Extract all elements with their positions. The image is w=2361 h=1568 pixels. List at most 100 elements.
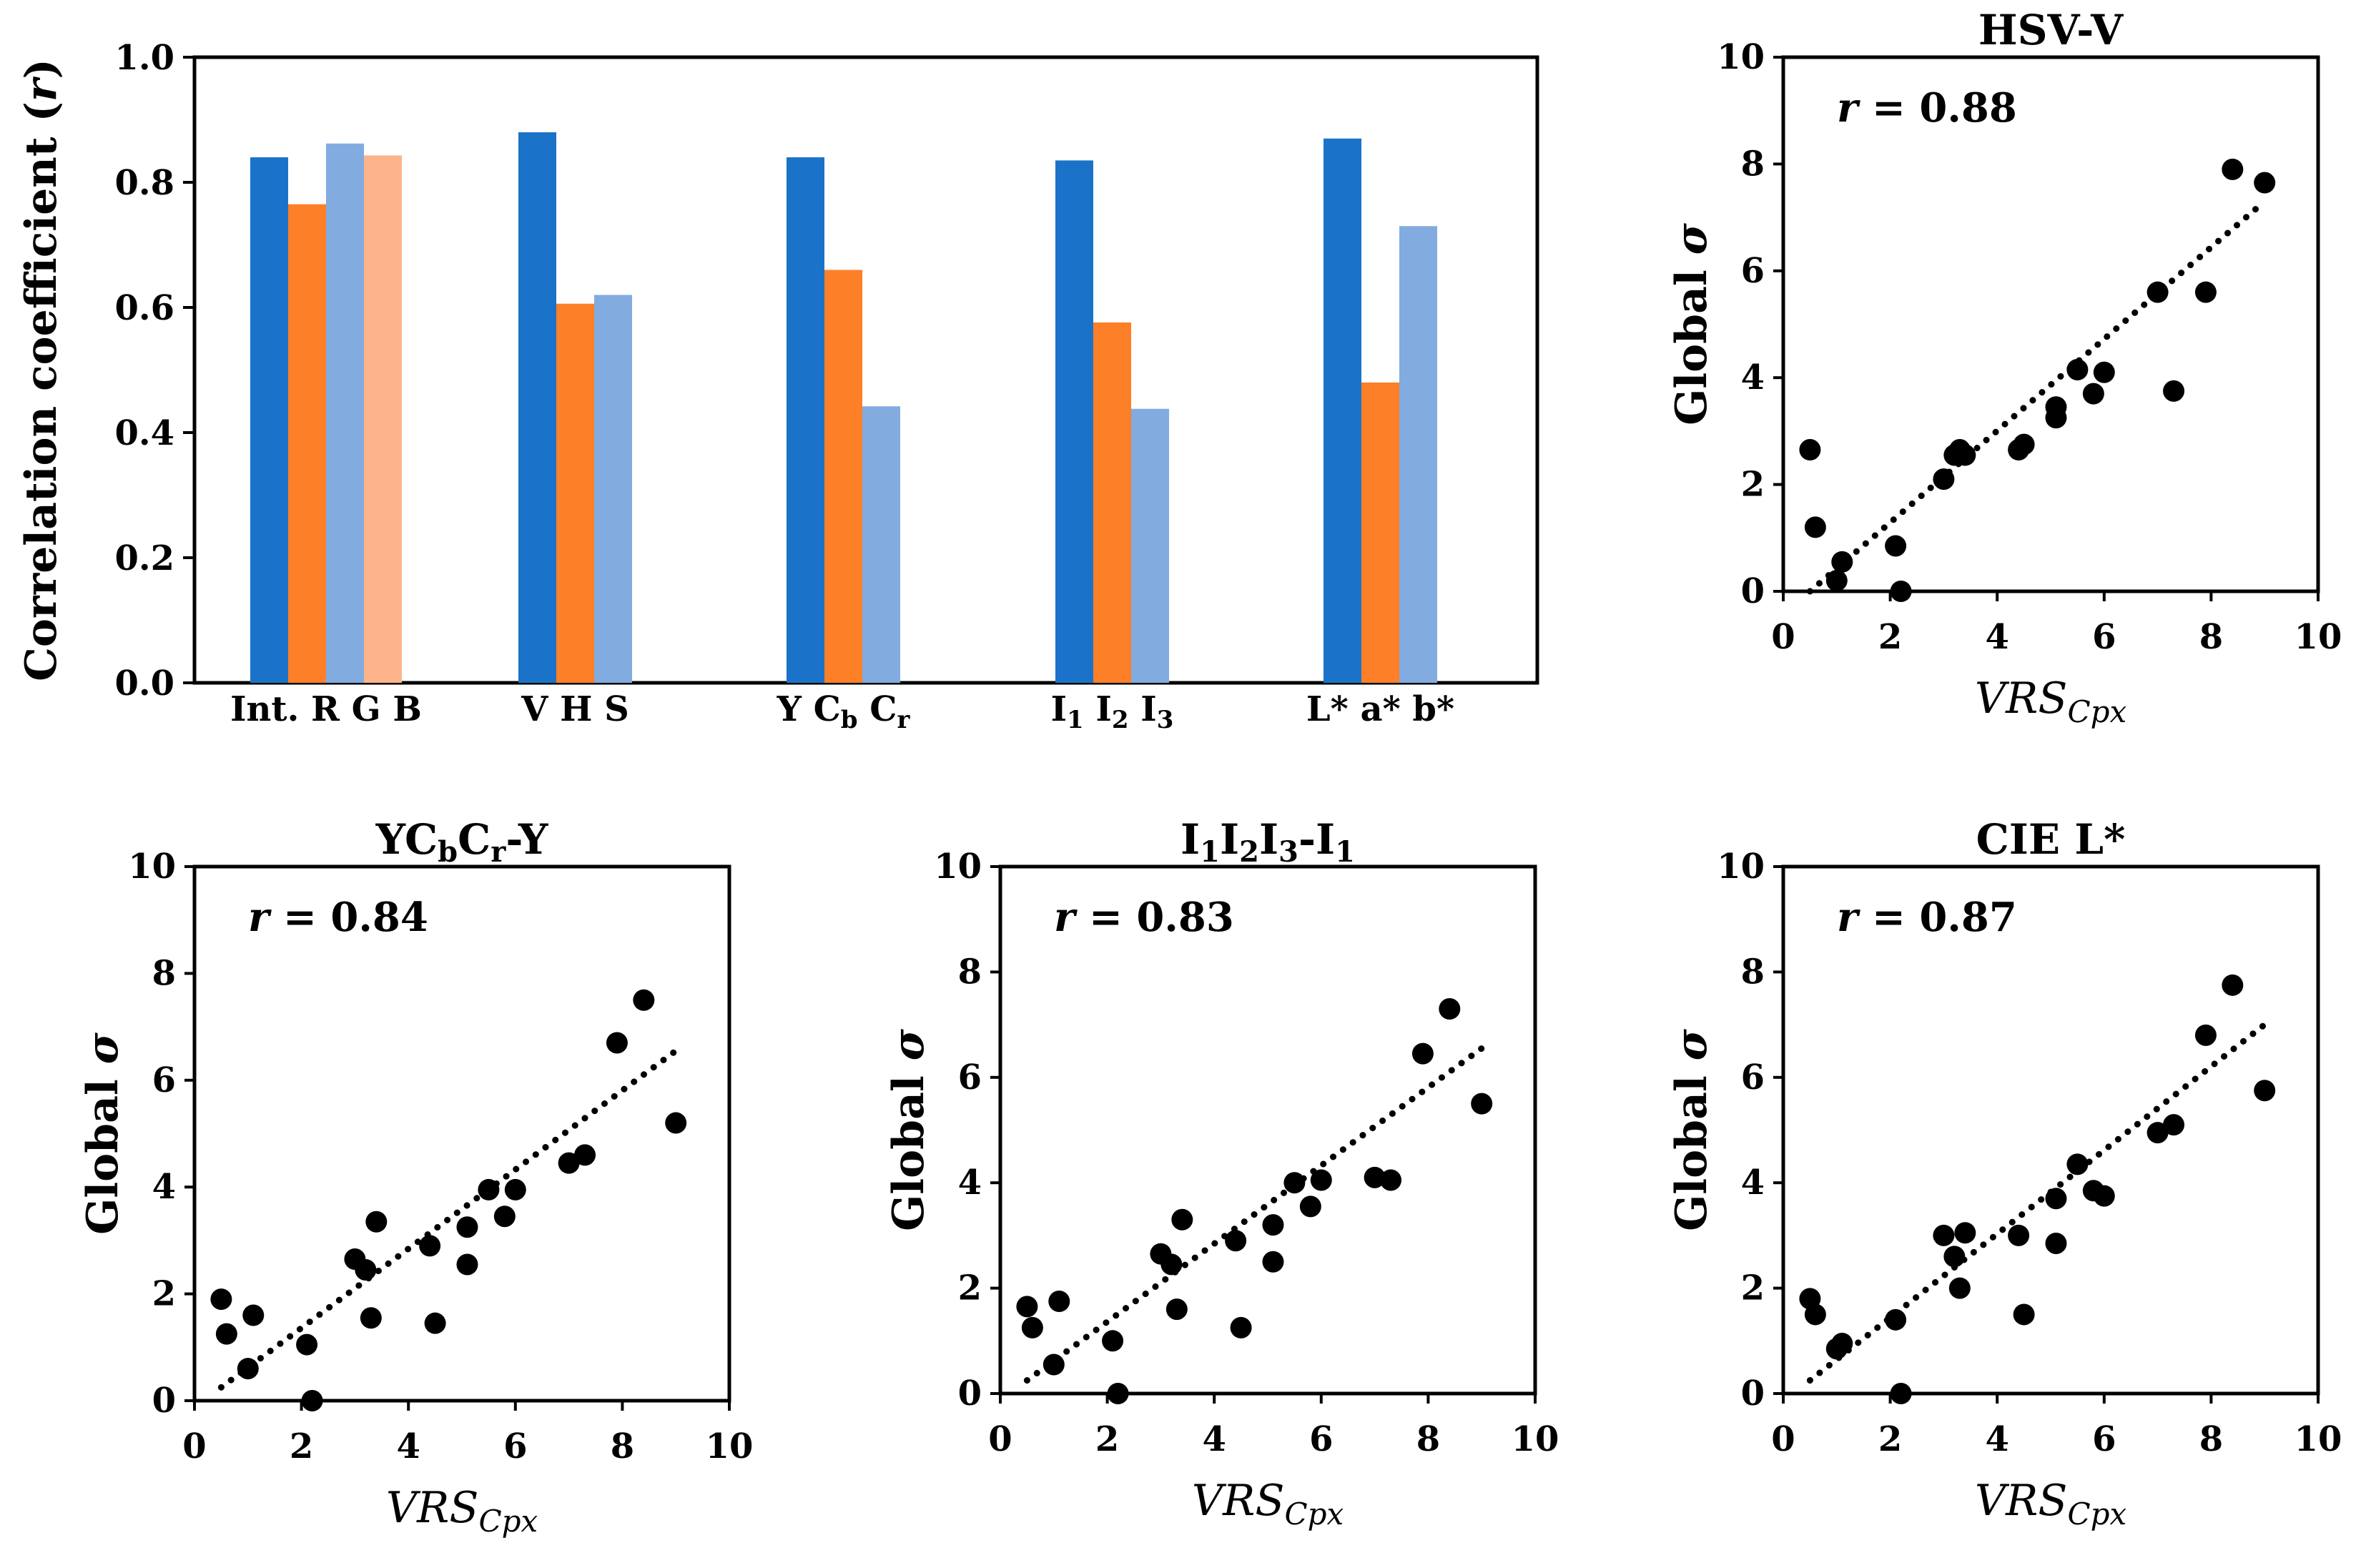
scatter-point [1230, 1316, 1252, 1338]
scatter-point [2222, 974, 2244, 996]
y-axis-label: Global σ [78, 1032, 128, 1235]
y-tick-label: 0.2 [114, 538, 174, 578]
y-axis-label: Global σ [1667, 1028, 1717, 1231]
scatter-point [2194, 281, 2217, 303]
scatter-point [296, 1333, 318, 1356]
y-axis-label: Global σ [884, 1028, 934, 1231]
bar [1361, 383, 1399, 683]
scatter-point [1890, 581, 1912, 602]
scatter-point [665, 1112, 687, 1134]
x-tick-label: 4 [1985, 617, 2008, 657]
x-category-label: L* a* b* [1306, 689, 1454, 729]
bar-chart-correlation: 0.0 0.2 0.4 0.6 0.8 1.0 Correlation coefficien… [16, 38, 1539, 734]
x-tick-label: 2 [1878, 617, 1902, 657]
y-tick-label: 8 [1741, 952, 1765, 992]
scatter-point [456, 1253, 478, 1276]
x-tick-label: 0 [1771, 617, 1795, 657]
x-tick-label: 4 [1985, 1419, 2008, 1459]
y-tick-label: 8 [958, 952, 982, 992]
plot-title: I1I2I3-I1 [1180, 815, 1355, 869]
bar [288, 204, 326, 683]
bar [326, 143, 364, 683]
y-tick-label: 0 [152, 1381, 176, 1421]
y-tick-label: 0 [1741, 1374, 1765, 1414]
scatter-point [1107, 1383, 1129, 1404]
plot-title: CIE L* [1976, 815, 2126, 864]
y-tick-label: 4 [152, 1167, 176, 1207]
bar [1131, 408, 1169, 683]
scatter-point [1102, 1330, 1124, 1352]
bar [250, 157, 288, 683]
y-tick-label: 10 [1717, 37, 1765, 77]
scatter-point [1048, 1291, 1070, 1313]
scatter-point [2045, 1232, 2067, 1254]
scatter-point [1299, 1195, 1321, 1218]
x-tick-label: 10 [706, 1426, 754, 1466]
scatter-point [2008, 1224, 2030, 1246]
bar [862, 406, 900, 683]
y-tick-label: 2 [1741, 465, 1765, 505]
scatter-point [2093, 361, 2115, 383]
scatter-point [1943, 1246, 1966, 1268]
x-tick-label: 2 [1095, 1419, 1119, 1459]
scatter-point [419, 1235, 441, 1257]
x-category-label: Y Cb Cr [777, 689, 911, 734]
scatter-i1i2i3-i1: I1I2I3-I1 00 2 2 4 4 6 6 8 8 10 10 VRSCpx Global σ r =… [884, 815, 1559, 1532]
y-tick-label: 6 [152, 1060, 176, 1100]
scatter-point [2066, 1153, 2089, 1175]
scatter-point [1933, 468, 1955, 490]
y-tick-label: 0.0 [114, 664, 174, 704]
scatter-point [1885, 535, 1907, 557]
scatter-point [493, 1205, 516, 1228]
scatter-point [1799, 439, 1821, 461]
x-tick-label: 8 [2199, 617, 2223, 657]
x-category-label: V H S [521, 689, 629, 729]
x-tick-label: 2 [290, 1426, 313, 1466]
x-axis-label: VRSCpx [1192, 1476, 1344, 1532]
x-tick-label: 0 [988, 1419, 1012, 1459]
scatter-point [558, 1152, 580, 1174]
trend-line [1023, 1045, 1485, 1384]
y-tick-label: 0.4 [114, 413, 174, 453]
x-tick-label: 6 [1309, 1419, 1333, 1459]
y-tick-label: 10 [934, 847, 982, 887]
x-tick-label: 6 [2092, 617, 2116, 657]
scatter-point [1225, 1230, 1247, 1252]
bar [787, 157, 824, 683]
r-annotation: r = 0.88 [1837, 84, 2017, 132]
scatter-point [1411, 1042, 1434, 1065]
scatter-point [2254, 172, 2276, 194]
r-annotation: r = 0.84 [248, 894, 428, 941]
r-annotation: r = 0.87 [1837, 894, 2017, 941]
scatter-plot-frame [1781, 864, 2320, 1396]
y-tick-label: 6 [1741, 251, 1765, 291]
y-axis-label: Correlation coefficient (r) [16, 59, 66, 681]
y-tick-label: 2 [958, 1268, 982, 1308]
scatter-point [1948, 1277, 1971, 1299]
y-tick-label: 6 [1741, 1057, 1765, 1098]
scatter-point [2222, 158, 2244, 180]
scatter-point [2163, 380, 2185, 402]
x-tick-label: 4 [396, 1426, 420, 1466]
scatter-point [1933, 1224, 1955, 1246]
scatter-point [2082, 383, 2104, 405]
scatter-point [1825, 570, 1848, 592]
y-tick-label: 8 [1741, 144, 1765, 184]
x-tick-label: 6 [2092, 1419, 2116, 1459]
scatter-point [2045, 407, 2067, 429]
x-tick-label: 10 [1512, 1419, 1559, 1459]
scatter-point [365, 1210, 388, 1233]
trend-line [217, 1047, 679, 1391]
scatter-plot-frame [998, 864, 1537, 1396]
y-tick-label: 0.8 [114, 163, 174, 203]
scatter-point [1954, 1222, 1976, 1244]
scatter-point [2013, 1303, 2035, 1326]
scatter-point [2146, 281, 2169, 303]
scatter-point [574, 1144, 596, 1166]
scatter-point [1043, 1353, 1065, 1376]
scatter-point [1439, 997, 1461, 1020]
scatter-point [1471, 1093, 1493, 1115]
scatter-point [2013, 433, 2035, 455]
scatter-point [1831, 1332, 1853, 1354]
